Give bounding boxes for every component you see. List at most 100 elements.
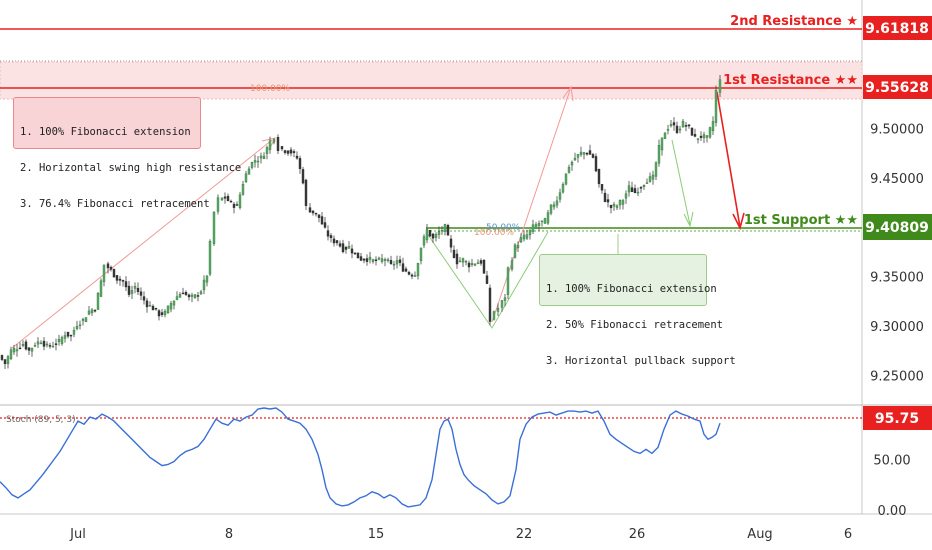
candle-body (276, 137, 280, 151)
candle-body (440, 230, 444, 232)
candle-body (99, 280, 103, 297)
candle-body (549, 204, 553, 214)
first-resistance-value: 9.55628 (865, 80, 929, 96)
candle-body (383, 259, 387, 261)
candle-body (516, 244, 520, 248)
support-note[interactable]: 1. 100% Fibonacci extension 2. 50% Fibon… (539, 254, 736, 367)
resistance-note[interactable]: 1. 100% Fibonacci extension 2. Horizonta… (13, 97, 241, 210)
bearish-arrow-line[interactable] (716, 91, 741, 228)
candle-body (510, 260, 514, 270)
candle-body (503, 297, 507, 301)
second-resistance-label: 2nd Resistance ★ (730, 14, 858, 29)
candle-body (253, 160, 257, 163)
candle-body (561, 184, 565, 193)
candle-body (148, 305, 152, 307)
candle-body (458, 260, 462, 263)
projection-line-up[interactable] (491, 89, 571, 323)
candle-body (555, 200, 559, 206)
candle-body (585, 153, 589, 155)
first-resistance-label: 1st Resistance ★★ (723, 73, 858, 88)
candle-body (492, 311, 496, 320)
candle-body (500, 300, 504, 308)
candle-body (392, 263, 396, 266)
candle-body (9, 349, 13, 359)
candle-body (133, 285, 137, 289)
price-tick-label: 9.35000 (870, 271, 924, 286)
candle-body (142, 296, 146, 301)
candle-body (84, 317, 88, 323)
candle-body (558, 192, 562, 200)
stochastic-line[interactable] (0, 407, 721, 508)
first-support-badge: 9.40809 (863, 214, 932, 240)
candle-body (615, 205, 619, 208)
candle-body (30, 347, 34, 352)
candle-body (446, 225, 450, 236)
candle-body (33, 345, 37, 347)
trend-line-up[interactable] (11, 139, 273, 349)
candle-body (216, 197, 220, 212)
candle-body (651, 174, 655, 180)
time-tick-label: Jul (69, 527, 86, 542)
candle-body (259, 155, 263, 159)
candle-body (461, 258, 465, 263)
indicator-tick-label: 0.00 (878, 504, 907, 519)
candle-body (621, 200, 625, 205)
candle-body (419, 247, 423, 261)
candle-body (36, 341, 40, 345)
pullback-lines[interactable] (425, 231, 549, 329)
time-tick-label: Aug (747, 527, 772, 542)
candle-body (645, 182, 649, 184)
candle-body (289, 149, 293, 154)
candle-body (21, 344, 25, 346)
candle-body (301, 169, 305, 184)
candle-body (690, 127, 694, 136)
candle-body (136, 287, 140, 292)
green-projection-line[interactable] (671, 139, 691, 226)
candle-body (247, 168, 251, 175)
candle-body (416, 263, 420, 277)
candle-body (618, 200, 622, 206)
candle-body (594, 156, 598, 172)
candle-body (51, 345, 55, 348)
candle-body (386, 259, 390, 261)
candle-body (464, 261, 468, 263)
indicator-axis[interactable]: 50.00 0.00 (873, 454, 910, 519)
candle-body (347, 245, 351, 249)
candle-body (45, 343, 49, 346)
candle-body (612, 204, 616, 207)
candle-body (18, 347, 22, 350)
candle-body (476, 262, 480, 265)
candle-body (600, 184, 604, 191)
candle-body (546, 212, 550, 224)
candle-body (525, 234, 529, 239)
candle-body (311, 210, 315, 214)
indicator-label[interactable]: Stoch (89, 5, 3) (6, 415, 76, 425)
time-axis[interactable]: Jul 8 15 22 26 Aug 6 (69, 527, 852, 542)
candle-body (564, 173, 568, 185)
candle-body (78, 324, 82, 327)
second-resistance-value: 9.61818 (865, 21, 929, 37)
candle-body (443, 224, 447, 232)
candle-body (286, 150, 290, 154)
candle-body (127, 285, 131, 295)
candlestick-series[interactable] (0, 75, 722, 370)
candle-body (238, 194, 242, 209)
candle-body (470, 263, 474, 265)
candle-body (534, 224, 538, 229)
candle-body (380, 258, 384, 262)
candle-body (121, 280, 125, 282)
candle-body (63, 335, 67, 339)
candle-body (684, 125, 688, 127)
candle-body (202, 279, 206, 291)
time-tick-label: 8 (225, 527, 233, 542)
candle-body (151, 305, 155, 311)
candle-body (359, 256, 363, 261)
candle-body (657, 145, 661, 164)
candle-body (693, 134, 697, 137)
candle-body (24, 341, 28, 350)
candle-body (485, 275, 489, 284)
candle-body (102, 264, 106, 283)
candle-body (118, 278, 122, 281)
candle-body (425, 229, 429, 241)
